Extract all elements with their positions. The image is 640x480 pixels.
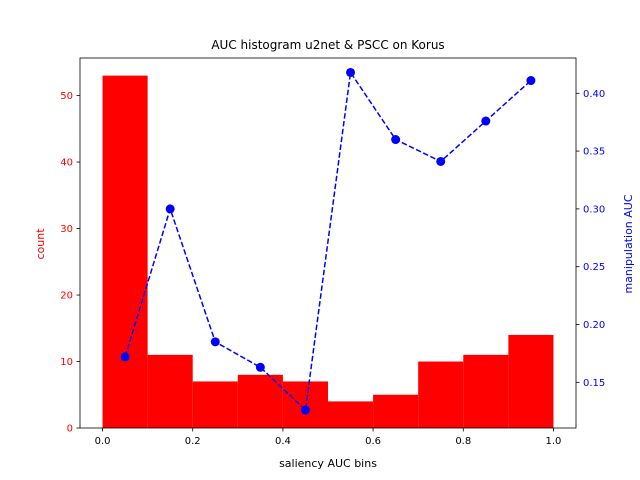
y-tick-label-left: 0 (67, 424, 73, 435)
x-tick-label: 0.4 (275, 436, 291, 447)
auc-point (300, 405, 310, 415)
histogram-bar (508, 334, 554, 428)
auc-point (210, 337, 220, 347)
auc-point (255, 362, 265, 372)
histogram-bar (418, 361, 464, 428)
x-tick-label: 1.0 (546, 436, 562, 447)
auc-point (481, 116, 491, 126)
axes: 0.0 0.2 0.4 0.6 0.8 1.0 0 10 20 30 40 50 0.15 0.20 0.2… (60, 57, 605, 447)
auc-line-series (120, 67, 536, 415)
x-axis-label: saliency AUC bins (279, 457, 377, 470)
histogram-bars (102, 75, 554, 428)
histogram-bar (463, 354, 509, 428)
histogram-bar (328, 401, 374, 428)
x-tick-label: 0.0 (95, 436, 111, 447)
x-tick-label: 0.8 (455, 436, 471, 447)
histogram-bar (147, 354, 193, 428)
plot-frame (79, 57, 577, 429)
y-tick-label-right: 0.20 (583, 320, 605, 331)
y-axis-label-right: manipulation AUC (622, 194, 635, 293)
histogram-bar (102, 75, 148, 428)
auc-line (124, 70, 532, 412)
y-tick-label-left: 20 (60, 291, 73, 302)
y-tick-label-right: 0.15 (583, 378, 605, 389)
histogram-bar (373, 394, 419, 428)
y-tick-label-right: 0.25 (583, 262, 605, 273)
auc-point (120, 352, 130, 362)
histogram-bar (192, 381, 238, 428)
y-tick-label-left: 10 (60, 357, 73, 368)
y-tick-label-left: 30 (60, 224, 73, 235)
histogram-bar (237, 374, 283, 428)
auc-point (391, 135, 401, 145)
y-tick-label-right: 0.35 (583, 147, 605, 158)
chart-title: AUC histogram u2net & PSCC on Korus (211, 38, 444, 52)
auc-point (165, 204, 175, 214)
y-tick-label-left: 40 (60, 158, 73, 169)
y-tick-label-right: 0.30 (583, 204, 605, 215)
auc-point (346, 67, 356, 77)
y-axis-label-left: count (34, 228, 47, 260)
y-tick-label-left: 50 (60, 91, 73, 102)
auc-point (436, 156, 446, 166)
auc-point (526, 76, 536, 86)
y-tick-label-right: 0.40 (583, 89, 605, 100)
x-tick-label: 0.2 (185, 436, 201, 447)
x-tick-label: 0.6 (365, 436, 381, 447)
